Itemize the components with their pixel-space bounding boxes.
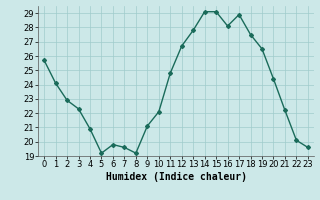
X-axis label: Humidex (Indice chaleur): Humidex (Indice chaleur) (106, 172, 246, 182)
